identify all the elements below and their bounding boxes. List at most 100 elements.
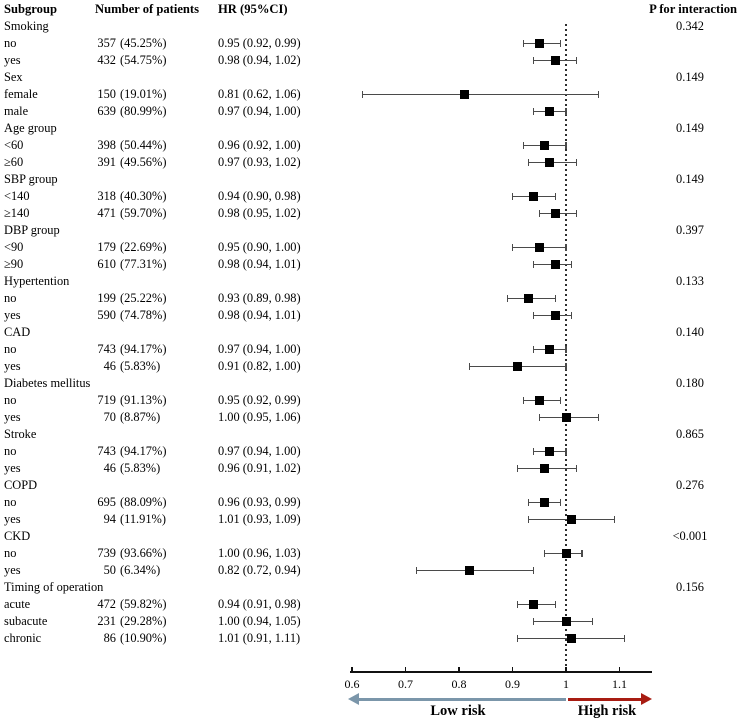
subgroup-row: female 150 (19.01%) 0.81 (0.62, 1.06) <box>0 86 739 103</box>
subgroup-row: yes 46 (5.83%) 0.96 (0.91, 1.02) <box>0 460 739 477</box>
patient-count: 318 <box>97 189 116 203</box>
patient-percent: (80.99%) <box>120 104 167 118</box>
x-axis-tick <box>458 666 460 672</box>
ci-whisker <box>416 569 534 572</box>
group-row: SBP group 0.149 <box>0 171 739 188</box>
subgroup-row: yes 46 (5.83%) 0.91 (0.82, 1.00) <box>0 358 739 375</box>
group-row: Diabetes mellitus 0.180 <box>0 375 739 392</box>
hr-ci-text: 0.94 (0.91, 0.98) <box>218 597 301 611</box>
group-label: Smoking <box>4 19 49 33</box>
x-axis-tick <box>511 666 514 672</box>
ci-cap-left <box>527 516 530 523</box>
patient-count: 610 <box>97 257 116 271</box>
subgroup-label: yes <box>4 512 21 526</box>
ci-cap-left <box>517 465 519 472</box>
hr-ci-text: 0.97 (0.94, 1.00) <box>218 444 301 458</box>
patient-percent: (25.22%) <box>120 291 167 305</box>
ci-cap-left <box>511 193 514 200</box>
column-header-row: Subgroup Number of patients HR (95%CI) P… <box>0 1 739 18</box>
hr-marker <box>550 56 560 65</box>
group-row: Age group 0.149 <box>0 120 739 137</box>
patient-percent: (91.13%) <box>120 393 167 407</box>
group-label: Timing of operation <box>4 580 104 594</box>
ci-cap-left <box>533 57 535 64</box>
hr-ci-text: 0.82 (0.72, 0.94) <box>218 563 301 577</box>
x-axis-tick <box>618 666 621 672</box>
patient-percent: (74.78%) <box>120 308 167 322</box>
p-interaction-value: 0.133 <box>676 274 704 288</box>
hr-ci-text: 0.93 (0.89, 0.98) <box>218 291 301 305</box>
p-interaction-value: <0.001 <box>672 529 708 543</box>
ci-cap-right <box>613 516 615 523</box>
ci-cap-left <box>522 142 524 149</box>
p-interaction-value: 0.149 <box>676 70 704 84</box>
patient-count: 398 <box>97 138 116 152</box>
ci-cap-right <box>581 550 583 557</box>
patient-percent: (40.30%) <box>120 189 167 203</box>
subgroup-label: yes <box>4 53 21 67</box>
hr-marker <box>545 107 555 116</box>
subgroup-label: no <box>4 546 17 560</box>
ci-cap-left <box>533 448 535 455</box>
patient-count: 743 <box>97 444 116 458</box>
hr-ci-text: 0.96 (0.91, 1.02) <box>218 461 301 475</box>
group-row: DBP group 0.397 <box>0 222 739 239</box>
x-axis-tick <box>404 666 407 672</box>
group-label: Sex <box>4 70 23 84</box>
hr-marker <box>550 311 560 320</box>
hr-ci-text: 0.91 (0.82, 1.00) <box>218 359 301 373</box>
ci-cap-right <box>576 57 578 64</box>
ci-cap-left <box>362 91 364 98</box>
ci-cap-right <box>554 193 556 200</box>
hr-ci-text: 0.96 (0.93, 0.99) <box>218 495 301 509</box>
subgroup-label: chronic <box>4 631 42 645</box>
patient-percent: (6.34%) <box>120 563 161 577</box>
subgroup-label: no <box>4 495 17 509</box>
hr-ci-text: 0.94 (0.90, 0.98) <box>218 189 301 203</box>
hr-marker <box>540 498 550 507</box>
patient-percent: (77.31%) <box>120 257 167 271</box>
subgroup-row: <60 398 (50.44%) 0.96 (0.92, 1.00) <box>0 137 739 154</box>
subgroup-row: ≥140 471 (59.70%) 0.98 (0.95, 1.02) <box>0 205 739 222</box>
group-row: Sex 0.149 <box>0 69 739 86</box>
subgroup-row: no 357 (45.25%) 0.95 (0.92, 0.99) <box>0 35 739 52</box>
patient-count: 432 <box>97 53 116 67</box>
patient-count: 719 <box>97 393 116 407</box>
high-risk-arrowhead-icon <box>641 693 652 705</box>
group-row: Smoking 0.342 <box>0 18 739 35</box>
subgroup-label: male <box>4 104 29 118</box>
hr-ci-text: 1.01 (0.91, 1.11) <box>218 631 301 645</box>
patient-percent: (54.75%) <box>120 53 167 67</box>
subgroup-row: yes 70 (8.87%) 1.00 (0.95, 1.06) <box>0 409 739 426</box>
hr-ci-text: 1.00 (0.96, 1.03) <box>218 546 301 560</box>
ci-cap-right <box>554 295 556 302</box>
ci-cap-right <box>565 363 567 370</box>
hr-ci-text: 0.98 (0.94, 1.01) <box>218 308 301 322</box>
group-label: CAD <box>4 325 31 339</box>
subgroup-row: no 695 (88.09%) 0.96 (0.93, 0.99) <box>0 494 739 511</box>
patient-percent: (5.83%) <box>120 359 161 373</box>
hr-marker <box>545 447 555 456</box>
subgroup-label: no <box>4 342 17 356</box>
p-interaction-value: 0.342 <box>676 19 704 33</box>
patient-count: 639 <box>97 104 116 118</box>
hr-ci-text: 1.00 (0.94, 1.05) <box>218 614 301 628</box>
subgroup-label: no <box>4 291 17 305</box>
subgroup-row: acute 472 (59.82%) 0.94 (0.91, 0.98) <box>0 596 739 613</box>
patient-percent: (8.87%) <box>120 410 161 424</box>
hr-marker <box>561 549 571 558</box>
group-label: Diabetes mellitus <box>4 376 91 390</box>
x-axis-tick-label: 0.6 <box>344 677 360 691</box>
subgroup-label: ≥60 <box>4 155 24 169</box>
ci-cap-right <box>565 448 567 455</box>
patient-percent: (45.25%) <box>120 36 167 50</box>
patient-count: 471 <box>97 206 116 220</box>
ci-cap-right <box>565 142 567 149</box>
column-header-subgroup: Subgroup <box>4 2 57 16</box>
subgroup-label: no <box>4 444 17 458</box>
subgroup-label: <60 <box>4 138 24 152</box>
patient-percent: (93.66%) <box>120 546 167 560</box>
group-row: Timing of operation 0.156 <box>0 579 739 596</box>
subgroup-row: no 743 (94.17%) 0.97 (0.94, 1.00) <box>0 341 739 358</box>
